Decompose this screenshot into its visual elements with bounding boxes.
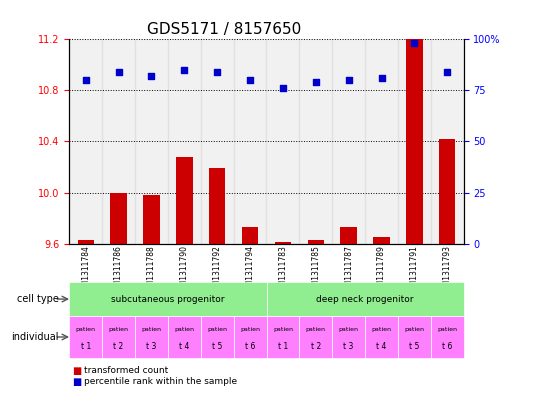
Text: patien: patien [437,327,457,332]
Text: deep neck progenitor: deep neck progenitor [317,295,414,303]
Text: patien: patien [306,327,326,332]
Bar [209,168,225,244]
Bar [69,39,102,244]
Text: cell type: cell type [17,294,59,304]
Bar [332,39,365,244]
Text: patien: patien [109,327,128,332]
Text: patien: patien [174,327,195,332]
Bar [373,237,390,244]
Text: t 2: t 2 [311,342,321,351]
Point [114,69,123,75]
Bar [168,39,201,244]
Text: patien: patien [405,327,424,332]
Bar [431,39,464,244]
Point [246,77,254,83]
Text: individual: individual [11,332,59,342]
Bar [341,227,357,244]
Bar [77,240,94,244]
Text: t 4: t 4 [179,342,190,351]
Point [311,79,320,85]
Text: t 3: t 3 [146,342,157,351]
Text: ■: ■ [72,377,81,387]
Bar [406,39,423,244]
Point [82,77,90,83]
Bar [233,39,266,244]
Text: patien: patien [76,327,96,332]
Point [279,85,287,92]
Text: t 3: t 3 [343,342,354,351]
Bar [135,39,168,244]
Text: GDS5171 / 8157650: GDS5171 / 8157650 [147,22,301,37]
Text: patien: patien [141,327,161,332]
Text: t 1: t 1 [278,342,288,351]
Point [213,69,221,75]
Point [147,73,156,79]
Text: t 6: t 6 [442,342,453,351]
Point [180,67,189,73]
Bar [102,39,135,244]
Bar [176,157,192,244]
Point [443,69,451,75]
Point [377,75,386,81]
Text: patien: patien [240,327,260,332]
Point [344,77,353,83]
Point [410,40,418,46]
Text: t 1: t 1 [80,342,91,351]
Text: t 2: t 2 [114,342,124,351]
Text: patien: patien [338,327,359,332]
Bar [365,39,398,244]
Bar [201,39,233,244]
Bar [266,39,300,244]
Bar [143,195,160,244]
Bar [274,242,291,244]
Bar [398,39,431,244]
Bar [300,39,332,244]
Text: t 5: t 5 [212,342,222,351]
Text: patien: patien [207,327,227,332]
Text: patien: patien [273,327,293,332]
Bar [439,139,456,244]
Text: t 6: t 6 [245,342,255,351]
Bar [242,227,259,244]
Text: percentile rank within the sample: percentile rank within the sample [84,378,237,386]
Bar [110,193,127,244]
Text: t 5: t 5 [409,342,419,351]
Bar [308,240,324,244]
Text: transformed count: transformed count [84,366,168,375]
Text: patien: patien [372,327,392,332]
Text: t 4: t 4 [376,342,387,351]
Text: subcutaneous progenitor: subcutaneous progenitor [111,295,224,303]
Text: ■: ■ [72,365,81,376]
